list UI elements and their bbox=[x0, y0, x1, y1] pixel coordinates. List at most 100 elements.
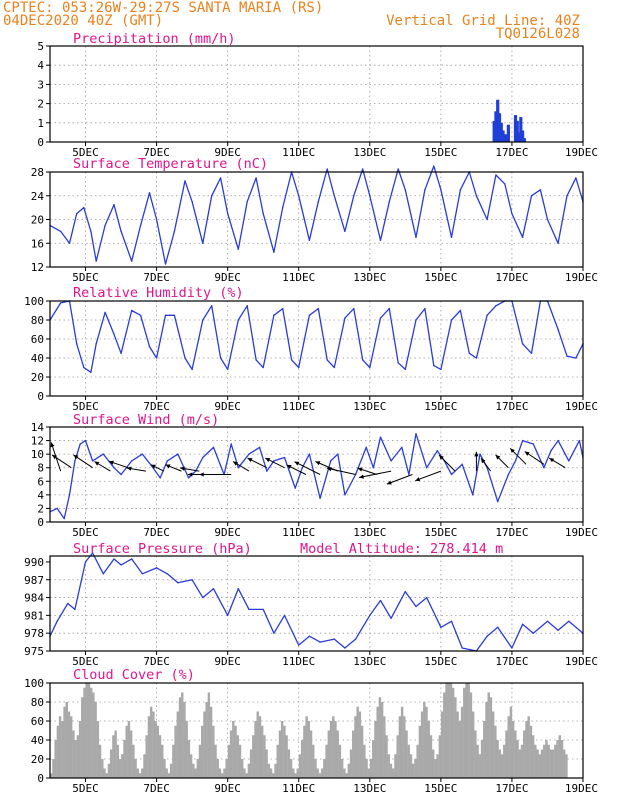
cloud-bar bbox=[405, 730, 408, 778]
rh-point bbox=[184, 357, 186, 359]
wind-point bbox=[436, 450, 439, 452]
pressure-xtick-label: 17DEC bbox=[495, 655, 528, 668]
cloud-bar bbox=[525, 721, 528, 778]
precip-bar bbox=[513, 115, 518, 142]
cloud-bar bbox=[121, 754, 124, 778]
precip-bar bbox=[505, 134, 509, 142]
cloud-bar bbox=[443, 692, 446, 778]
precip-bar bbox=[515, 120, 519, 142]
cloud-bar bbox=[518, 749, 522, 778]
temp-point bbox=[59, 230, 62, 233]
cloud-bar bbox=[431, 749, 435, 778]
cloud-bar bbox=[558, 735, 561, 778]
wind-point bbox=[74, 460, 76, 462]
cloud-bar bbox=[194, 768, 197, 778]
wind-point bbox=[187, 477, 190, 479]
cloud-bar bbox=[58, 716, 62, 778]
temp-point bbox=[246, 200, 248, 203]
pressure-point bbox=[177, 582, 179, 584]
cloud-bar bbox=[338, 744, 342, 778]
precip-ytick-label: 5 bbox=[37, 40, 44, 53]
precip-xtick-label: 7DEC bbox=[143, 146, 170, 159]
cloud-frame bbox=[49, 682, 584, 779]
cloud-bar bbox=[274, 763, 277, 778]
cloud-bar bbox=[212, 725, 215, 778]
cloud-bar bbox=[243, 768, 246, 778]
pressure-point bbox=[226, 614, 229, 617]
rh-xtick-label: 5DEC bbox=[72, 400, 99, 413]
temp-point bbox=[184, 180, 186, 182]
temp-point bbox=[317, 200, 319, 203]
rh-point bbox=[486, 314, 488, 316]
wind-arrow bbox=[294, 461, 321, 475]
cloud-bar bbox=[267, 763, 271, 778]
rh-point bbox=[361, 359, 364, 361]
wind-xtick-label: 7DEC bbox=[143, 526, 170, 539]
cloud-bar bbox=[187, 740, 191, 778]
cloud-bar bbox=[125, 725, 128, 778]
cloud-bar bbox=[403, 716, 406, 778]
wind-arrow-head bbox=[439, 455, 444, 460]
cloud-bar bbox=[489, 697, 493, 778]
temp-point bbox=[113, 203, 115, 206]
temp-point bbox=[539, 189, 542, 191]
cloud-bar bbox=[476, 744, 479, 778]
rh-point bbox=[557, 328, 559, 331]
wind-point bbox=[365, 446, 367, 449]
wind-arrow-head bbox=[549, 458, 555, 463]
cloud-bar bbox=[394, 754, 397, 778]
cloud-bar bbox=[478, 754, 482, 778]
pressure-ytick-label: 981 bbox=[24, 609, 44, 622]
wind-point bbox=[532, 443, 534, 445]
cloud-bar bbox=[123, 740, 126, 778]
cloud-bar bbox=[318, 773, 322, 778]
temp-point bbox=[155, 218, 158, 221]
cloud-bar bbox=[201, 725, 204, 778]
precip-bar bbox=[494, 111, 498, 142]
cloud-bar bbox=[467, 683, 470, 778]
pressure-panel: 975 978 981 984 987 990 5DEC 7DEC 9DEC 11DEC 13DEC… bbox=[24, 541, 598, 668]
wind-point bbox=[415, 433, 417, 435]
cloud-bar bbox=[78, 721, 82, 778]
wind-series-line bbox=[49, 433, 584, 520]
wind-point bbox=[390, 460, 392, 462]
wind-point bbox=[372, 467, 375, 469]
wind-point bbox=[479, 453, 481, 455]
rh-point bbox=[388, 307, 391, 310]
temp-point bbox=[459, 189, 462, 191]
cloud-bar bbox=[416, 744, 419, 778]
rh-point bbox=[155, 357, 158, 359]
cloud-bar bbox=[127, 721, 131, 778]
header-run-date: 04DEC2020 40Z (GMT) bbox=[3, 13, 163, 29]
cloud-bar bbox=[385, 735, 388, 778]
temp-ytick-label: 12 bbox=[31, 261, 44, 274]
cloud-bar bbox=[500, 754, 504, 778]
wind-point bbox=[301, 467, 303, 469]
temp-point bbox=[495, 174, 497, 176]
cloud-bar bbox=[227, 744, 231, 778]
wind-point bbox=[514, 460, 517, 462]
pressure-point bbox=[379, 599, 382, 602]
cloud-bar bbox=[138, 773, 142, 778]
rh-point bbox=[104, 311, 106, 314]
cloud-bar bbox=[161, 744, 164, 778]
wind-point bbox=[266, 470, 268, 472]
cloud-bar bbox=[491, 711, 495, 778]
cloud-bar bbox=[218, 768, 222, 778]
cloud-bar bbox=[238, 744, 242, 778]
cloud-bar bbox=[92, 692, 95, 778]
cloud-bar bbox=[411, 763, 415, 778]
cloud-bar bbox=[298, 754, 302, 778]
wind-xtick-label: 9DEC bbox=[214, 526, 241, 539]
cloud-bar bbox=[554, 744, 557, 778]
wind-arrow-head bbox=[524, 451, 530, 456]
cloud-bar bbox=[396, 735, 399, 778]
wind-arrow-head bbox=[52, 454, 58, 460]
rh-point bbox=[113, 333, 115, 335]
rh-point bbox=[424, 307, 426, 310]
cloud-bar bbox=[305, 716, 308, 778]
rh-ytick-label: 40 bbox=[31, 352, 44, 365]
rh-point bbox=[415, 319, 417, 321]
cloud-bar bbox=[98, 744, 102, 778]
cloud-bar bbox=[329, 721, 333, 778]
